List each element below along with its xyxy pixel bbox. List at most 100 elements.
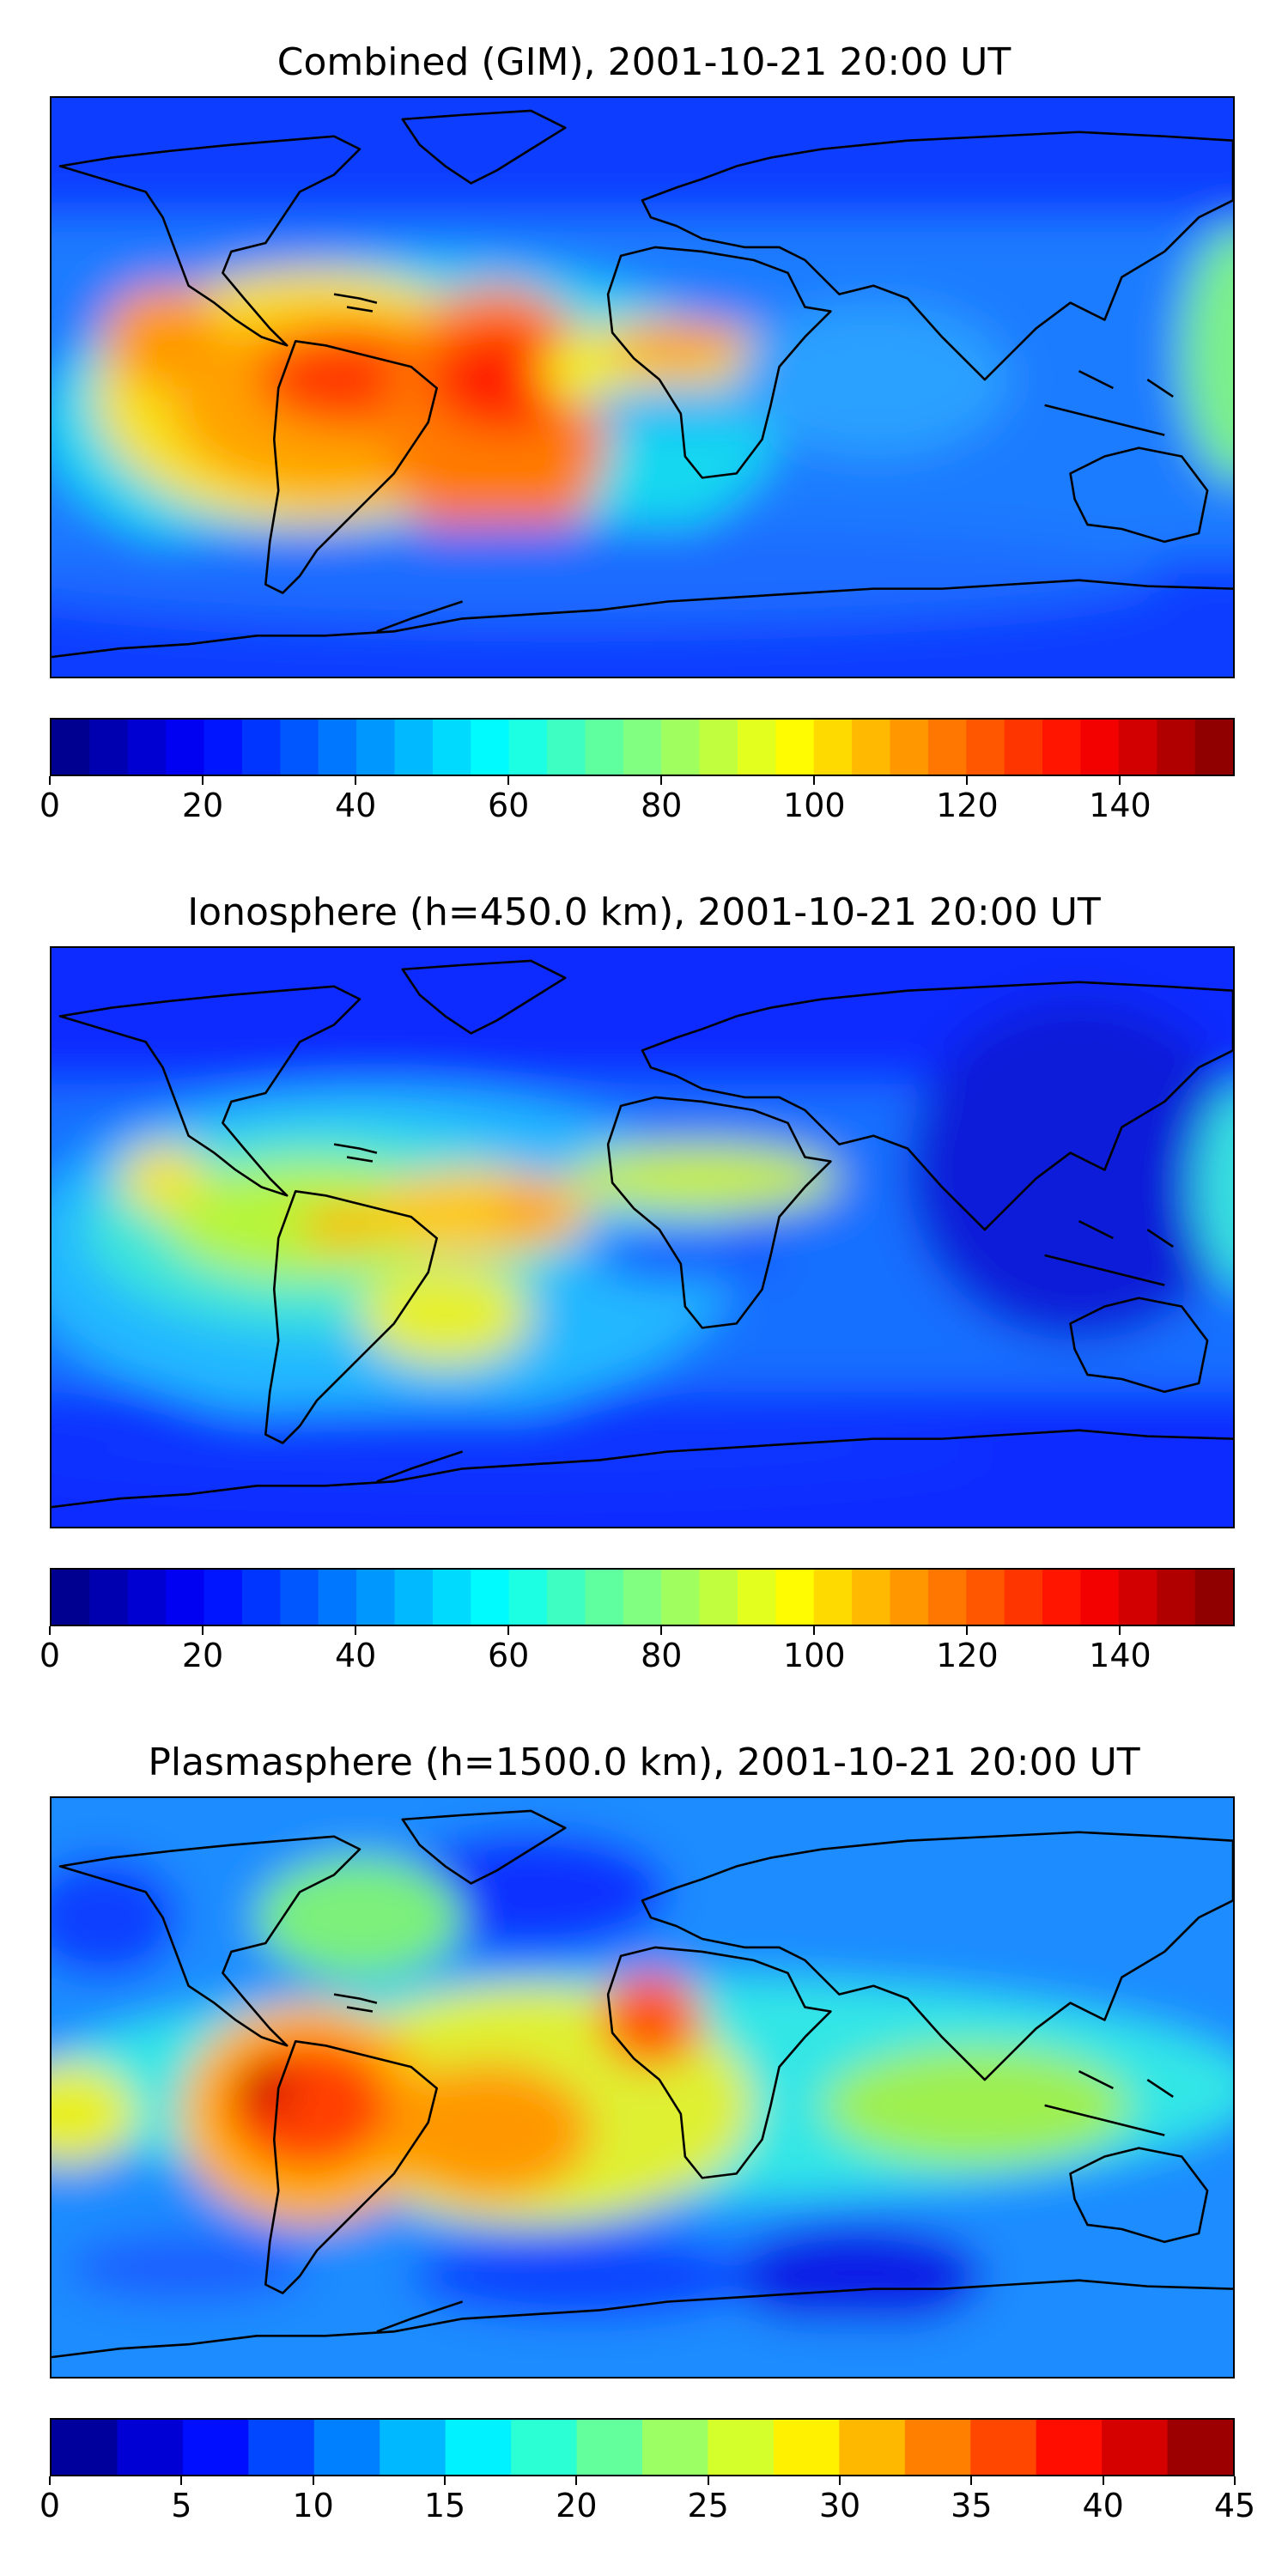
panel-1-title: Combined (GIM), 2001-10-21 20:00 UT <box>276 40 1012 84</box>
colorbar-tick-mark <box>1119 1626 1121 1635</box>
coast-south-america <box>264 1190 438 1444</box>
colorbar-swatch <box>204 1570 243 1625</box>
panel-1-map <box>50 96 1235 678</box>
colorbar-swatch <box>1042 1570 1082 1625</box>
colorbar-tick-mark <box>444 2476 446 2485</box>
colorbar-swatch <box>89 1570 129 1625</box>
colorbar-swatch <box>280 1570 319 1625</box>
colorbar-swatch <box>813 720 853 775</box>
panel-1-colorbar <box>50 718 1235 776</box>
colorbar-swatch <box>927 720 967 775</box>
panel-1-feature-east-edge <box>1182 227 1233 481</box>
panel-3-coastlines <box>52 1809 1233 2359</box>
colorbar-swatch <box>852 720 891 775</box>
colorbar-tick-mark <box>312 2476 314 2485</box>
colorbar-swatch <box>623 1570 662 1625</box>
panel-1-colorbar-ticks: 0 20 40 60 80 100 120 140 <box>39 776 1235 828</box>
colorbar-swatch <box>318 720 357 775</box>
colorbar-tick-label: 40 <box>1082 2487 1124 2524</box>
panel-2-field <box>52 948 1233 1527</box>
colorbar-tick-mark <box>839 2476 841 2485</box>
coast-antarctic-peninsula <box>376 1450 464 1483</box>
panel-3-map <box>50 1796 1235 2379</box>
panel-3-feature-canada <box>257 1857 463 1978</box>
coast-north-america <box>58 135 361 347</box>
colorbar-tick-label: 5 <box>171 2487 192 2524</box>
colorbar-swatch <box>394 720 434 775</box>
coast-australia <box>1069 447 1209 544</box>
colorbar-swatch <box>241 1570 281 1625</box>
colorbar-swatch <box>127 1570 167 1625</box>
colorbar-tick-mark <box>1119 776 1121 785</box>
colorbar-tick-mark <box>707 2476 709 2485</box>
colorbar-swatch <box>585 1570 624 1625</box>
panel-3-colorbar <box>50 2418 1235 2476</box>
coast-antarctica <box>52 2279 1233 2359</box>
colorbar-tick-mark <box>1102 2476 1104 2485</box>
colorbar-swatch <box>318 1570 357 1625</box>
panel-2-colorbar-svg <box>52 1570 1233 1625</box>
coast-africa <box>606 1096 832 1329</box>
panel-3-feature-pacific-c <box>240 2063 292 2114</box>
colorbar-tick-mark <box>1234 2476 1236 2485</box>
colorbar-tick-mark <box>49 776 51 785</box>
coast-indonesia <box>1044 2069 1174 2136</box>
colorbar-swatch <box>204 720 243 775</box>
colorbar-tick-mark <box>507 1626 510 1635</box>
colorbar-swatch <box>585 720 624 775</box>
panel-3-feature-south-pacific <box>68 2233 309 2302</box>
colorbar-tick-mark <box>202 776 204 785</box>
colorbar-swatch <box>1118 1570 1157 1625</box>
panel-2-colorbar <box>50 1568 1235 1626</box>
colorbar-swatch <box>1004 720 1043 775</box>
coast-europe <box>641 131 1233 381</box>
colorbar-tick-mark <box>202 1626 204 1635</box>
colorbar-tick-label: 45 <box>1213 2487 1256 2524</box>
panel-2-feature-hawaii <box>119 1144 206 1213</box>
colorbar-tick-label: 120 <box>936 1637 999 1674</box>
colorbar-tick-mark <box>507 776 510 785</box>
colorbar-swatch <box>166 720 205 775</box>
panel-2-feature-asia-min <box>908 999 1233 1341</box>
panel-1-feature-south <box>52 525 1165 628</box>
colorbar-swatch <box>1194 1570 1233 1625</box>
colorbar-swatch <box>248 2420 315 2475</box>
colorbar-swatch <box>661 1570 701 1625</box>
panel-1-feature-hawaii <box>102 285 223 388</box>
colorbar-swatch <box>813 1570 853 1625</box>
coast-europe <box>641 1831 1233 2081</box>
colorbar-tick-mark <box>966 776 969 785</box>
colorbar-tick-label: 15 <box>423 2487 466 2524</box>
coast-caribbean <box>333 1993 378 2013</box>
colorbar-swatch <box>890 1570 929 1625</box>
colorbar-swatch <box>699 720 738 775</box>
colorbar-swatch <box>904 2420 971 2475</box>
panel-3-map-svg <box>52 1798 1233 2377</box>
coast-antarctic-peninsula <box>376 2300 464 2333</box>
panel-3-feature-west-africa <box>599 1972 702 2068</box>
coast-greenland <box>401 1809 567 1885</box>
coast-greenland <box>401 959 567 1035</box>
colorbar-swatch <box>773 2420 840 2475</box>
panel-3-colorbar-ticks: 0 5 10 15 20 25 30 35 40 45 <box>39 2476 1255 2528</box>
colorbar-swatch <box>511 2420 578 2475</box>
panel-1-feature-africa-b <box>608 319 745 372</box>
panel-1-field <box>52 98 1233 677</box>
colorbar-tick-mark <box>813 1626 816 1635</box>
colorbar-tick-label: 40 <box>334 787 377 824</box>
colorbar-swatch <box>52 720 90 775</box>
colorbar-swatch <box>241 720 281 775</box>
colorbar-tick-mark <box>355 1626 357 1635</box>
panel-1-map-svg <box>52 98 1233 677</box>
coast-australia <box>1069 1297 1209 1394</box>
colorbar-swatch <box>737 1570 776 1625</box>
colorbar-swatch <box>52 1570 90 1625</box>
colorbar-swatch <box>699 1570 738 1625</box>
colorbar-swatch <box>1102 2420 1169 2475</box>
colorbar-swatch <box>970 2420 1037 2475</box>
colorbar-swatch <box>432 1570 471 1625</box>
colorbar-swatch <box>927 1570 967 1625</box>
panel-2-feature-africa <box>565 1144 840 1213</box>
colorbar-tick-label: 35 <box>951 2487 993 2524</box>
colorbar-swatch <box>127 720 167 775</box>
